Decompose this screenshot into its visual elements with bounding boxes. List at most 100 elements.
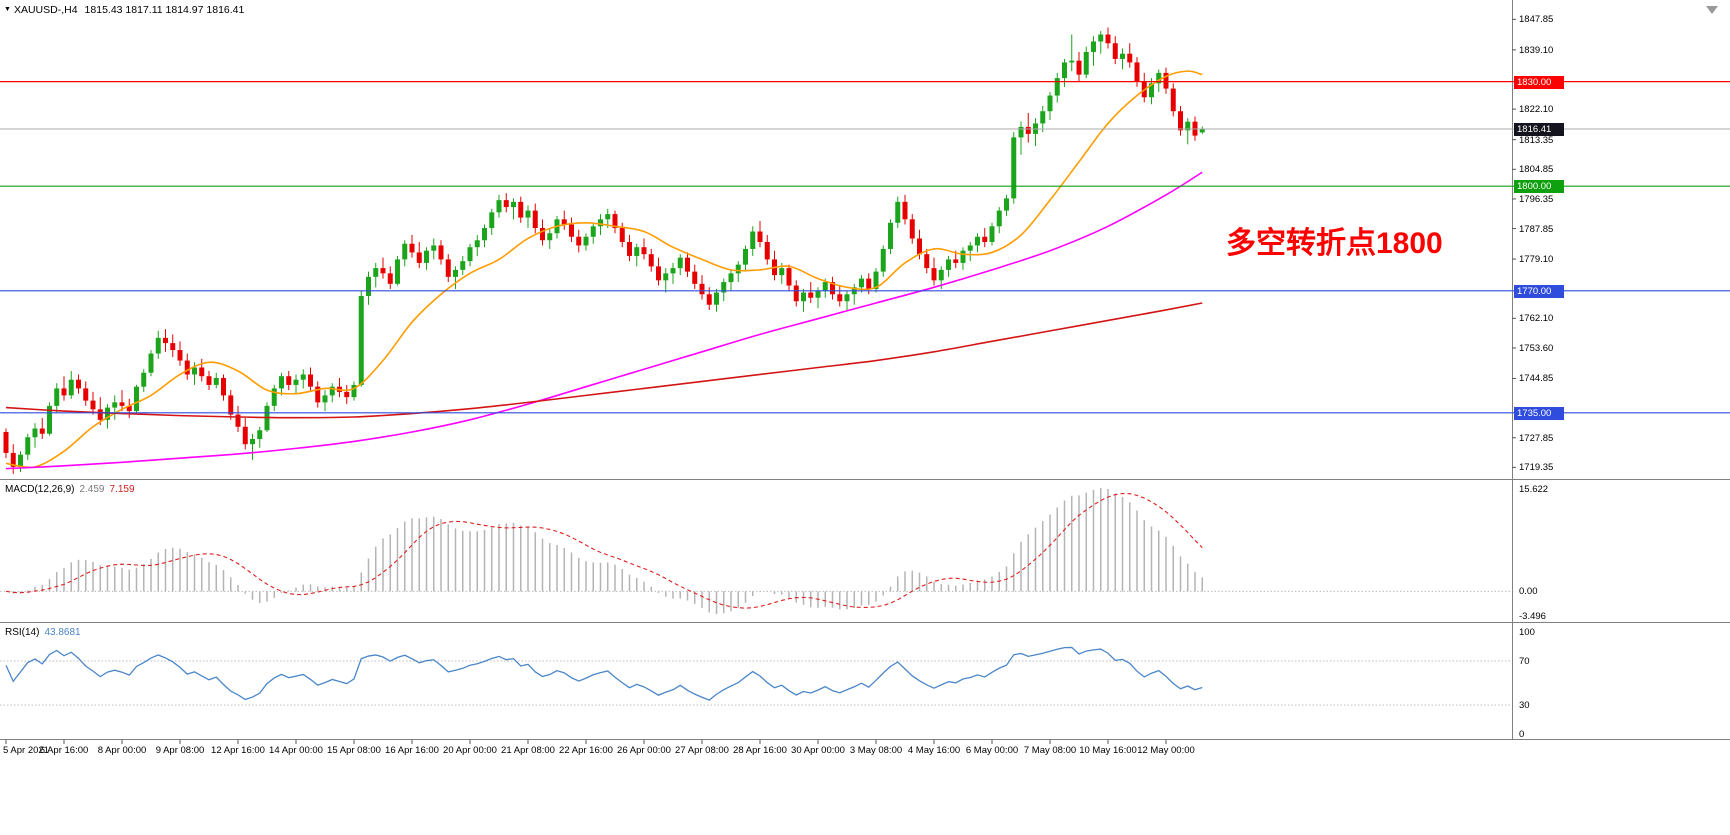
time-axis-label: 3 May 08:00 <box>849 745 903 756</box>
candle <box>257 430 263 439</box>
candle <box>170 343 176 351</box>
candle <box>1112 43 1118 59</box>
symbol-dropdown-icon[interactable]: ▼ <box>4 6 11 13</box>
candle <box>489 212 495 229</box>
ohlc-readout: 1815.43 1817.11 1814.97 1816.41 <box>84 4 245 16</box>
candle <box>1134 62 1140 82</box>
candle <box>757 231 763 242</box>
time-axis-label: 14 Apr 00:00 <box>269 745 323 756</box>
time-axis-label: 9 Apr 08:00 <box>155 745 205 756</box>
time-axis-label: 7 May 08:00 <box>1023 745 1077 756</box>
candle <box>453 269 458 277</box>
rsi-line <box>5 646 1203 701</box>
candle <box>293 379 299 385</box>
candle <box>888 222 893 249</box>
macd-value-main: 2.459 <box>79 484 105 495</box>
candle <box>743 248 748 265</box>
candle <box>1127 53 1133 63</box>
candle <box>975 236 980 246</box>
candle <box>1163 72 1169 89</box>
rsi-axis-30: 30 <box>1519 700 1530 711</box>
candle <box>250 438 255 445</box>
price-axis-tick: 1813.35 <box>1519 134 1554 146</box>
candle <box>801 292 806 302</box>
candle <box>880 248 886 272</box>
candle <box>902 201 908 220</box>
candle <box>206 376 212 385</box>
candle <box>656 266 661 281</box>
candle <box>728 273 734 283</box>
price-level-badge: 1735.00 <box>1514 406 1564 420</box>
candle <box>1047 95 1053 112</box>
time-axis-label: 4 May 16:00 <box>907 745 961 756</box>
candle <box>402 243 408 260</box>
price-level-badge: 1770.00 <box>1514 284 1564 298</box>
candle <box>569 224 574 237</box>
candle <box>496 200 502 213</box>
candle <box>47 405 52 434</box>
candle <box>859 278 864 288</box>
candle <box>511 201 516 208</box>
candle <box>692 271 698 284</box>
time-axis-label: 10 May 16:00 <box>1079 745 1137 756</box>
time-axis-label: 12 Apr 16:00 <box>211 745 265 756</box>
candle <box>518 201 524 218</box>
candle <box>670 268 676 274</box>
price-axis-tick: 1744.85 <box>1519 373 1554 385</box>
price-axis-tick: 1727.85 <box>1519 432 1554 444</box>
candle <box>996 210 1002 227</box>
candle <box>315 386 321 403</box>
time-axis-label: 16 Apr 16:00 <box>385 745 439 756</box>
candle <box>61 388 67 396</box>
symbol-info-line: ▼ XAUUSD-,H4 1815.43 1817.11 1814.97 1816.… <box>4 4 244 16</box>
time-axis-label: 30 Apr 00:00 <box>791 745 845 756</box>
price-level-badge: 1800.00 <box>1514 180 1564 194</box>
candle <box>322 395 328 403</box>
time-axis-label: 15 Apr 08:00 <box>327 745 381 756</box>
candle <box>837 294 843 302</box>
symbol-period-label: XAUUSD-,H4 <box>13 4 78 16</box>
candle <box>822 282 828 291</box>
candle <box>1178 111 1183 131</box>
candle <box>431 245 437 251</box>
price-axis-tick: 1847.85 <box>1519 14 1554 26</box>
candle <box>344 391 350 398</box>
price-level-badge: 1830.00 <box>1514 75 1564 89</box>
candle <box>1069 60 1075 63</box>
candle <box>18 454 23 467</box>
candle <box>177 350 183 361</box>
price-axis-tick: 1753.60 <box>1519 342 1554 354</box>
candle <box>300 374 306 380</box>
candle <box>1091 41 1096 52</box>
candle <box>83 388 89 401</box>
candle <box>721 282 727 293</box>
candle <box>714 292 719 305</box>
candle <box>873 271 879 290</box>
candle <box>1076 60 1082 75</box>
candle <box>627 241 632 256</box>
candle <box>1120 53 1125 59</box>
candle <box>1105 34 1111 44</box>
candle <box>10 452 16 467</box>
candle <box>25 437 31 455</box>
chart-shift-marker-icon[interactable] <box>1706 6 1718 14</box>
candle <box>460 261 466 270</box>
candle <box>895 201 901 223</box>
candle <box>946 259 951 270</box>
macd-histogram <box>12 488 1203 614</box>
candle <box>525 210 531 218</box>
candle <box>960 250 966 263</box>
price-axis-tick: 1779.10 <box>1519 254 1554 266</box>
rsi-value: 43.8681 <box>44 627 81 638</box>
candle <box>590 226 596 237</box>
ma-mid-magenta-line <box>5 171 1203 470</box>
candle <box>221 377 226 396</box>
macd-axis-zero: 0.00 <box>1519 586 1538 598</box>
candle <box>438 245 444 260</box>
candle <box>1004 198 1009 211</box>
candle <box>235 414 241 427</box>
candle <box>148 353 154 373</box>
annotation-text[interactable]: 多空转折点1800 <box>1226 227 1443 260</box>
